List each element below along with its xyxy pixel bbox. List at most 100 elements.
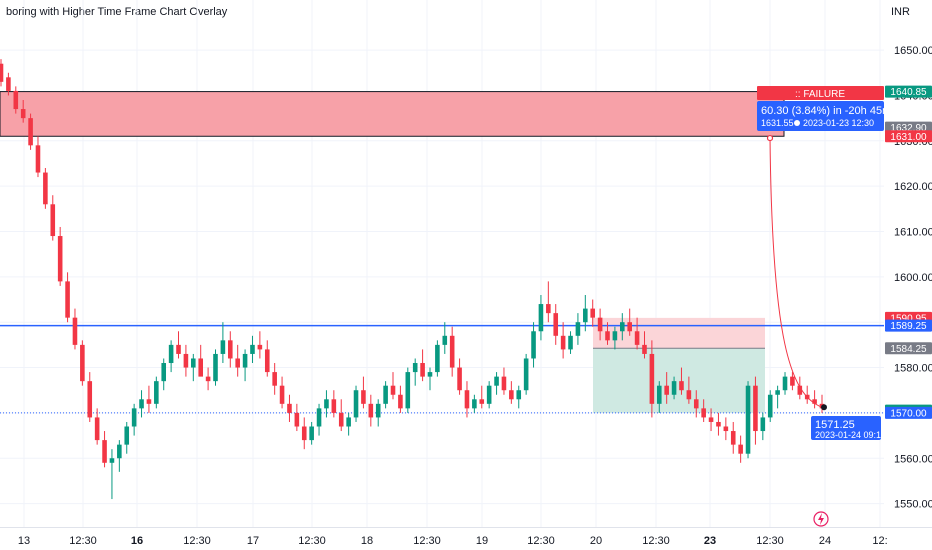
lightning-bolt xyxy=(818,513,824,525)
time-tick-label: 12:30 xyxy=(298,535,326,547)
candle xyxy=(790,372,795,391)
candle-body xyxy=(479,399,485,404)
candle xyxy=(708,408,714,432)
candle-body xyxy=(279,385,285,404)
candle-body xyxy=(331,399,337,413)
candle-body xyxy=(523,358,529,391)
candle xyxy=(109,449,115,500)
candle xyxy=(20,99,26,123)
candle-body xyxy=(716,421,721,427)
candle-body xyxy=(242,353,248,368)
candle xyxy=(494,372,499,395)
candle-body xyxy=(782,376,788,391)
candle-body xyxy=(671,381,677,395)
profit-target-zone[interactable] xyxy=(593,348,765,413)
candle-body xyxy=(191,358,196,368)
candle xyxy=(523,353,529,395)
candle xyxy=(605,322,610,345)
candle-body xyxy=(612,331,618,341)
candle-body xyxy=(109,458,115,463)
candle xyxy=(398,385,403,413)
candle-body xyxy=(753,385,758,432)
candle-body xyxy=(117,444,122,459)
candle-body xyxy=(301,426,307,441)
candle xyxy=(449,326,455,377)
candle-body xyxy=(575,322,581,336)
time-tick-label: 23 xyxy=(704,535,716,547)
price-tick-label: 1620.00 xyxy=(894,181,932,193)
candle-body xyxy=(250,344,255,354)
candle-body xyxy=(679,381,684,391)
candle-body xyxy=(183,353,189,368)
price-axis-label-box xyxy=(885,319,932,332)
measure-end-handle[interactable] xyxy=(821,404,827,411)
candle-body xyxy=(509,390,514,400)
candle-body xyxy=(131,408,137,427)
price-tick-label: 1600.00 xyxy=(894,272,932,284)
candle-body xyxy=(287,403,292,413)
candle-body xyxy=(538,304,544,332)
candle-body xyxy=(13,90,19,110)
candle-body xyxy=(427,372,433,377)
price-axis-label: 1640.85 xyxy=(885,85,932,98)
candle xyxy=(316,403,322,436)
candle xyxy=(664,372,669,404)
candle-body xyxy=(309,426,314,441)
candle xyxy=(301,417,307,450)
candle-body xyxy=(686,390,692,400)
candle-body xyxy=(656,385,662,404)
price-axis-label-text: 1590.95 xyxy=(890,313,927,324)
current-price-time: 2023-01-24 09:15 xyxy=(815,430,886,440)
candle xyxy=(205,367,211,391)
candle-body xyxy=(745,385,751,454)
candle-body xyxy=(738,444,743,454)
candle xyxy=(538,294,544,341)
candle xyxy=(242,349,248,382)
candle-body xyxy=(701,408,706,418)
candle-body xyxy=(161,363,167,382)
candle-body xyxy=(272,372,277,386)
candle xyxy=(220,322,226,364)
candle-body xyxy=(338,412,344,427)
candle-body xyxy=(35,145,41,173)
time-tick-label: 12:30 xyxy=(527,535,555,547)
price-axis[interactable]: 1550.001560.001570.001580.001590.001600.… xyxy=(885,45,932,511)
candle xyxy=(383,381,388,409)
candle-body xyxy=(139,399,144,409)
candle-body xyxy=(501,376,507,391)
candle-body xyxy=(560,335,566,350)
time-tick-label: 17 xyxy=(247,535,259,547)
candle-body xyxy=(294,412,300,427)
candle-body xyxy=(235,358,240,368)
candle xyxy=(464,381,470,418)
candle xyxy=(124,421,130,454)
candle-body xyxy=(213,353,218,382)
price-axis-label: 1584.25 xyxy=(885,342,932,355)
candle xyxy=(420,349,425,382)
candle xyxy=(435,340,440,377)
supply-zone-box[interactable] xyxy=(0,91,785,137)
candle xyxy=(412,358,418,386)
candle-body xyxy=(43,172,48,205)
candle xyxy=(560,322,566,359)
candle-body xyxy=(57,236,63,282)
candle-body xyxy=(634,331,640,345)
candle-body xyxy=(767,394,773,418)
measure-start-handle[interactable] xyxy=(766,134,774,142)
candle xyxy=(0,59,4,87)
stop-loss-zone[interactable] xyxy=(593,317,765,349)
candle xyxy=(6,72,11,96)
candle xyxy=(723,417,729,441)
lightning-icon[interactable] xyxy=(813,511,829,527)
candle xyxy=(671,376,677,400)
candle xyxy=(405,367,411,413)
candle-body xyxy=(457,367,462,391)
candle xyxy=(183,344,189,377)
candle-body xyxy=(590,308,596,318)
candle xyxy=(634,317,640,350)
candle-body xyxy=(383,385,388,404)
time-tick-label: 12:30 xyxy=(413,535,441,547)
time-tick-label: 12:30 xyxy=(69,535,97,547)
time-axis[interactable]: 13 12:30 16 12:30 17 12:30 18 12:30 19 12:30 20 12:… xyxy=(0,527,932,548)
